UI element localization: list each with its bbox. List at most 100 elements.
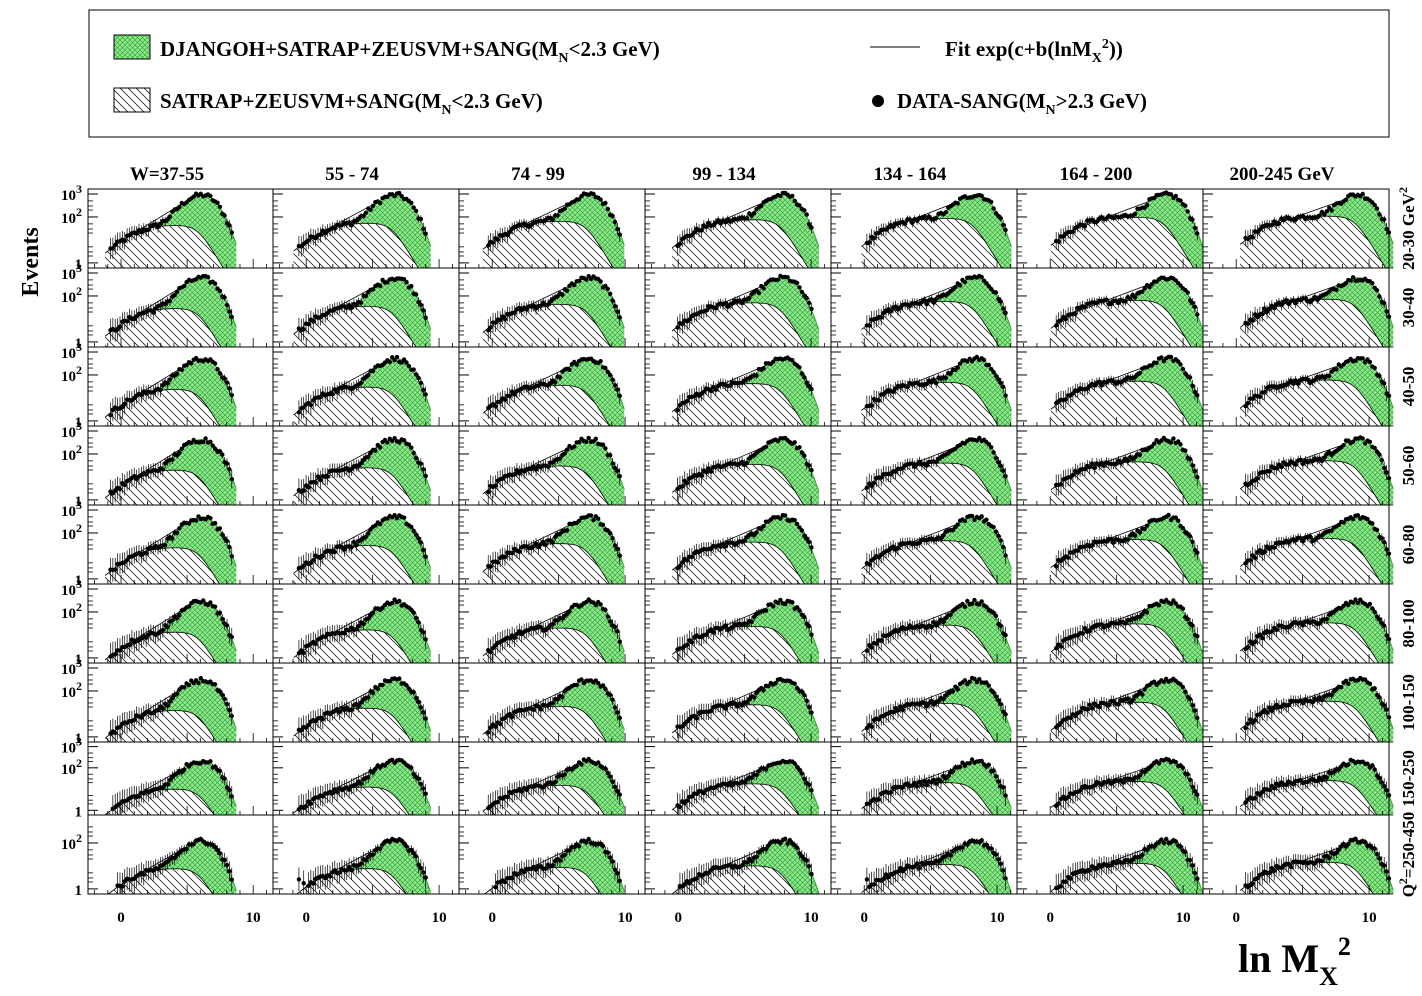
data-point bbox=[792, 198, 797, 203]
legend-swatch-green bbox=[113, 34, 151, 60]
y-tick-label-base: 10 bbox=[61, 425, 76, 441]
data-point bbox=[1257, 227, 1263, 232]
data-point bbox=[555, 213, 560, 218]
data-point bbox=[723, 544, 728, 549]
data-point bbox=[1243, 403, 1248, 409]
data-point bbox=[895, 546, 901, 551]
data-point bbox=[986, 442, 991, 447]
y-tick-label: 103 bbox=[61, 261, 82, 283]
data-point bbox=[806, 384, 812, 389]
data-point bbox=[998, 538, 1003, 543]
data-point bbox=[423, 231, 428, 236]
data-point bbox=[507, 393, 512, 399]
data-point bbox=[799, 528, 805, 533]
data-point bbox=[553, 380, 558, 385]
y-tick-label-base: 10 bbox=[61, 290, 76, 306]
data-point bbox=[418, 302, 424, 308]
data-point bbox=[134, 231, 139, 236]
data-point bbox=[229, 314, 234, 320]
panel-r4-c3 bbox=[644, 504, 832, 585]
data-point bbox=[891, 224, 896, 229]
data-point bbox=[617, 315, 622, 320]
data-point bbox=[498, 317, 503, 323]
legend-text-fit-sub: X bbox=[1092, 51, 1102, 66]
data-point bbox=[754, 530, 759, 535]
legend-text-green-tail: <2.3 GeV) bbox=[568, 37, 659, 61]
data-point bbox=[598, 279, 603, 284]
data-point bbox=[1360, 436, 1365, 441]
hatch-area bbox=[105, 389, 237, 426]
data-point bbox=[385, 280, 390, 285]
data-point bbox=[598, 197, 603, 202]
data-point bbox=[1329, 208, 1334, 213]
data-point bbox=[1168, 440, 1174, 445]
data-point bbox=[888, 309, 893, 314]
data-point bbox=[397, 190, 402, 196]
data-point bbox=[368, 450, 373, 456]
data-point bbox=[1274, 466, 1279, 471]
data-point bbox=[401, 515, 407, 520]
x-axis-label-sub: X bbox=[1319, 962, 1338, 991]
data-point bbox=[799, 450, 805, 455]
data-point bbox=[564, 288, 570, 293]
data-point bbox=[608, 291, 613, 297]
data-point bbox=[687, 317, 692, 322]
data-point bbox=[716, 218, 721, 223]
data-point bbox=[222, 376, 227, 381]
data-point bbox=[1370, 281, 1375, 286]
data-point bbox=[588, 513, 594, 518]
panel-r2-c3 bbox=[644, 346, 832, 427]
data-point bbox=[1001, 384, 1006, 389]
data-point bbox=[368, 207, 373, 212]
data-point bbox=[306, 321, 311, 327]
data-point bbox=[227, 467, 232, 472]
data-point bbox=[797, 285, 802, 290]
hatch-area bbox=[482, 221, 625, 268]
data-point bbox=[421, 467, 426, 472]
data-point bbox=[1195, 312, 1200, 317]
data-point bbox=[212, 520, 218, 526]
data-point bbox=[1192, 468, 1198, 474]
panel-r0-c1 bbox=[272, 188, 460, 269]
data-point bbox=[1362, 441, 1368, 446]
data-point bbox=[545, 464, 551, 469]
data-point bbox=[1195, 231, 1200, 236]
data-point bbox=[227, 223, 232, 228]
data-point bbox=[217, 449, 223, 454]
data-point bbox=[1173, 193, 1179, 199]
legend-text-data: DATA-SANG(MN>2.3 GeV) bbox=[897, 89, 1147, 118]
data-point bbox=[416, 299, 421, 305]
data-point bbox=[512, 392, 517, 397]
data-point bbox=[416, 536, 421, 541]
data-point bbox=[512, 472, 517, 477]
data-point bbox=[215, 200, 220, 205]
data-point bbox=[349, 545, 354, 550]
data-point bbox=[931, 300, 936, 305]
data-point bbox=[545, 302, 551, 307]
data-point bbox=[1317, 213, 1322, 218]
data-point bbox=[989, 286, 994, 292]
legend-text-fit-sup: 2 bbox=[1102, 37, 1109, 52]
data-point bbox=[1348, 278, 1353, 283]
data-point bbox=[1384, 309, 1389, 314]
data-point bbox=[1003, 553, 1008, 558]
data-point bbox=[1003, 474, 1008, 479]
data-point bbox=[1178, 442, 1183, 447]
data-point bbox=[1319, 458, 1325, 464]
data-point bbox=[110, 246, 116, 251]
data-point bbox=[1092, 465, 1097, 471]
data-point bbox=[996, 377, 1001, 382]
data-point bbox=[680, 560, 685, 565]
data-point bbox=[399, 360, 404, 365]
data-point bbox=[612, 383, 618, 388]
data-point bbox=[351, 539, 357, 545]
data-point bbox=[771, 359, 776, 364]
data-point bbox=[1161, 359, 1167, 364]
data-point bbox=[229, 230, 234, 235]
data-point bbox=[924, 302, 929, 307]
data-point bbox=[989, 445, 994, 450]
data-point bbox=[792, 440, 797, 445]
panel-r3-c3 bbox=[644, 425, 832, 506]
data-point bbox=[165, 381, 170, 386]
data-point bbox=[1178, 362, 1183, 367]
